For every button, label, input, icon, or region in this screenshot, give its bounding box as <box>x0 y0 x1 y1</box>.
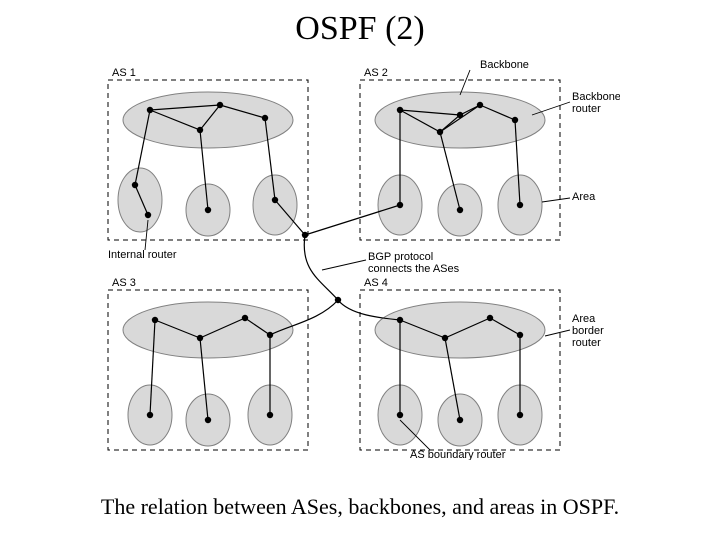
callout-label: AS boundary router <box>410 449 506 460</box>
callout-line <box>460 70 470 95</box>
backbone-ellipse <box>123 302 293 358</box>
as-label: AS 4 <box>364 277 388 289</box>
callout-line <box>545 330 570 336</box>
router-node <box>517 202 523 208</box>
area-ellipse <box>118 168 162 232</box>
router-node <box>397 317 403 323</box>
router-node <box>517 412 523 418</box>
router-node <box>517 332 523 338</box>
as-label: AS 2 <box>364 67 388 79</box>
router-node <box>302 232 308 238</box>
callout-label: connects the ASes <box>368 263 460 275</box>
router-node <box>477 102 483 108</box>
router-node <box>457 207 463 213</box>
callout-line <box>542 198 570 202</box>
router-node <box>242 315 248 321</box>
callout-label: Backbone <box>572 91 620 103</box>
router-node <box>152 317 158 323</box>
router-node <box>197 335 203 341</box>
router-node <box>262 115 268 121</box>
area-ellipse <box>253 175 297 235</box>
router-node <box>197 127 203 133</box>
as-label: AS 1 <box>112 67 136 79</box>
router-node <box>512 117 518 123</box>
ospf-diagram: AS 1AS 2AS 3AS 4BackboneBackbonerouterAr… <box>100 60 620 460</box>
callout-label: Area <box>572 313 596 325</box>
router-node <box>147 107 153 113</box>
router-node <box>335 297 341 303</box>
as-label: AS 3 <box>112 277 136 289</box>
callout-label: border <box>572 325 604 337</box>
callout-line <box>322 260 366 270</box>
router-node <box>437 129 443 135</box>
router-node <box>457 417 463 423</box>
router-node <box>397 202 403 208</box>
router-node <box>267 412 273 418</box>
router-node <box>272 197 278 203</box>
router-node <box>267 332 273 338</box>
router-node <box>457 112 463 118</box>
callout-label: BGP protocol <box>368 251 433 263</box>
callout-label: Internal router <box>108 249 177 261</box>
router-node <box>397 107 403 113</box>
page-title: OSPF (2) <box>0 10 720 48</box>
callout-label: router <box>572 337 601 349</box>
router-node <box>145 212 151 218</box>
callout-label: Area <box>572 191 596 203</box>
router-node <box>147 412 153 418</box>
router-node <box>397 412 403 418</box>
router-node <box>487 315 493 321</box>
callout-label: Backbone <box>480 60 529 71</box>
figure-caption: The relation between ASes, backbones, an… <box>0 494 720 520</box>
callout-label: router <box>572 103 601 115</box>
router-node <box>205 207 211 213</box>
router-node <box>132 182 138 188</box>
router-node <box>442 335 448 341</box>
router-node <box>217 102 223 108</box>
router-node <box>205 417 211 423</box>
